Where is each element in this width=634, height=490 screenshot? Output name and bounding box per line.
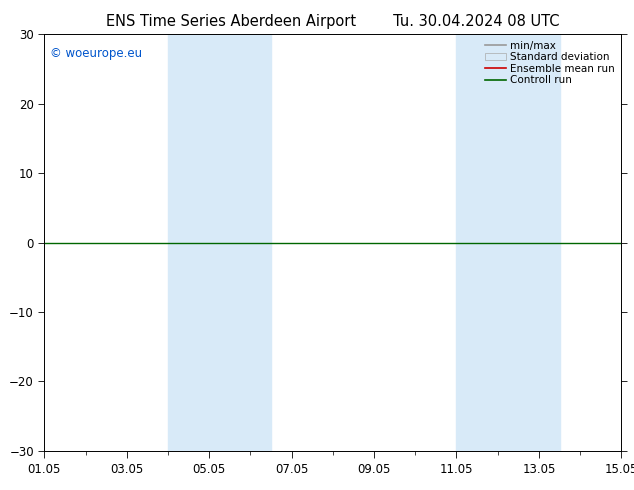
Text: © woeurope.eu: © woeurope.eu	[50, 47, 142, 60]
Bar	[168, 34, 271, 451]
Bar	[456, 34, 559, 451]
Title: ENS Time Series Aberdeen Airport        Tu. 30.04.2024 08 UTC: ENS Time Series Aberdeen Airport Tu. 30.…	[106, 14, 560, 29]
Legend: min/max, Standard deviation, Ensemble mean run, Controll run: min/max, Standard deviation, Ensemble me…	[481, 36, 619, 89]
